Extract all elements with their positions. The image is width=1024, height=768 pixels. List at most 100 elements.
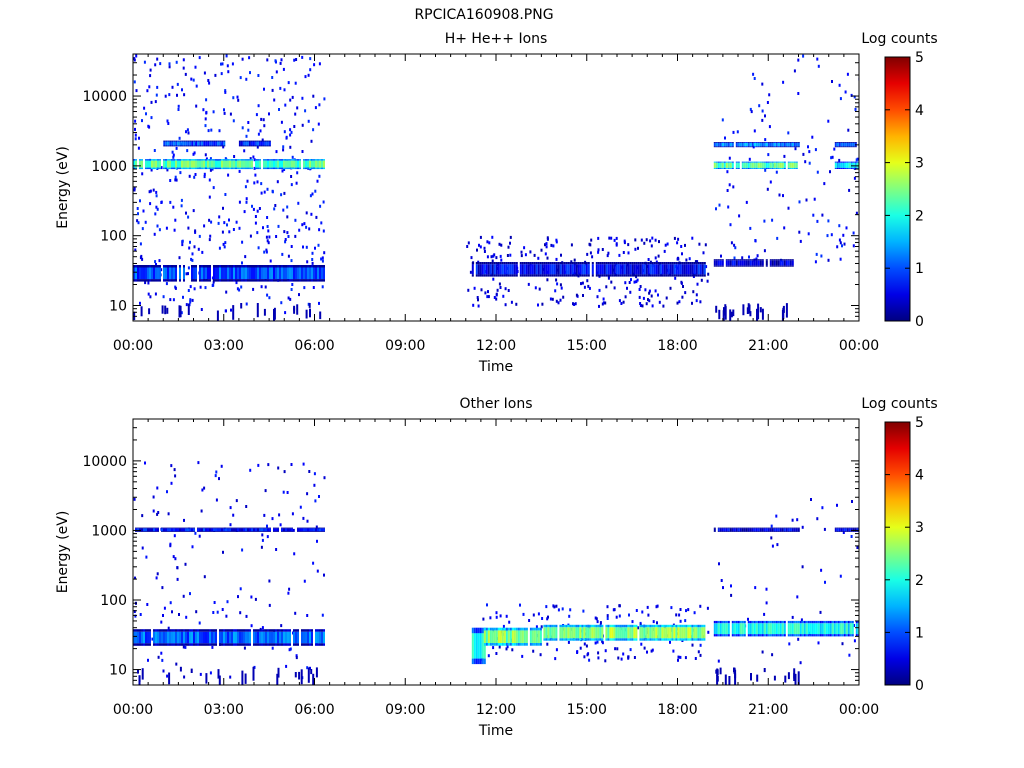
data-pixel <box>654 256 657 260</box>
data-cell <box>523 264 526 275</box>
data-cell <box>551 274 554 277</box>
data-cell <box>739 623 742 635</box>
data-cell <box>259 631 261 644</box>
data-pixel <box>783 226 786 230</box>
data-cell <box>611 624 614 628</box>
data-cell <box>593 627 596 639</box>
data-cell <box>775 634 778 637</box>
data-cell <box>223 279 225 282</box>
data-pixel <box>233 155 236 158</box>
data-pixel <box>596 620 599 624</box>
data-cell <box>675 627 678 639</box>
data-pixel <box>676 301 679 305</box>
data-cell <box>591 638 594 641</box>
data-pixel <box>207 79 210 82</box>
data-cell <box>795 531 798 532</box>
data-cell <box>257 167 259 170</box>
data-cell <box>773 623 776 635</box>
data-cell <box>145 167 147 170</box>
data-pixel <box>522 612 525 616</box>
data-cell <box>721 259 724 261</box>
data-cell <box>741 620 744 624</box>
data-cell <box>171 167 173 170</box>
data-cell <box>289 167 291 170</box>
data-pixel <box>312 561 315 565</box>
data-cell <box>197 531 199 532</box>
data-pixel <box>500 258 503 262</box>
data-pixel <box>606 614 609 618</box>
data-cell <box>840 167 843 169</box>
data-pixel <box>684 243 686 247</box>
data-pixel <box>573 303 576 306</box>
data-pixel <box>187 272 189 276</box>
data-cell <box>581 274 584 277</box>
data-cell <box>549 624 552 628</box>
data-pixel <box>487 290 489 294</box>
data-cell <box>251 160 253 168</box>
data-cell <box>850 142 853 147</box>
data-cell <box>503 630 506 643</box>
data-pixel <box>266 239 269 243</box>
data-cell <box>241 265 243 268</box>
data-cell <box>793 146 796 148</box>
data-cell <box>271 159 273 161</box>
data-pixel <box>670 606 673 610</box>
data-cell <box>169 531 171 532</box>
data-cell <box>685 624 688 628</box>
data-cell <box>217 265 219 268</box>
data-cell <box>133 159 135 161</box>
data-cell <box>805 620 808 624</box>
data-pixel <box>303 222 306 226</box>
data-cell <box>729 162 732 168</box>
data-cell <box>579 624 582 628</box>
data-cell <box>151 527 153 529</box>
data-cell <box>173 527 175 529</box>
data-cell <box>848 142 851 147</box>
data-cell <box>539 274 542 277</box>
data-cell <box>844 142 847 143</box>
data-cell <box>211 160 213 168</box>
data-cell <box>285 267 287 280</box>
data-cell <box>844 162 847 168</box>
data-cell <box>805 634 808 637</box>
data-pixel <box>496 288 499 292</box>
data-pixel <box>199 285 202 289</box>
data-cell <box>651 262 654 265</box>
data-cell <box>844 528 847 532</box>
data-cell <box>787 162 790 168</box>
data-cell <box>751 146 754 148</box>
data-cell <box>191 643 193 646</box>
data-cell <box>161 527 163 529</box>
data-pixel <box>318 62 321 66</box>
data-cell <box>779 634 782 637</box>
data-cell <box>317 631 319 644</box>
data-pixel <box>506 645 509 649</box>
data-pixel <box>547 615 549 619</box>
data-cell <box>183 629 185 632</box>
data-pixel <box>279 523 282 527</box>
data-cell <box>257 631 259 644</box>
data-cell <box>775 142 778 147</box>
data-pixel <box>135 54 138 58</box>
data-cell <box>175 643 177 646</box>
data-pixel <box>827 219 830 223</box>
data-cell <box>807 634 810 637</box>
data-pixel <box>296 171 299 175</box>
data-pixel <box>498 645 501 649</box>
data-cell <box>248 145 251 147</box>
data-cell <box>813 620 816 624</box>
data-cell <box>233 629 235 632</box>
data-pixel <box>612 608 615 612</box>
data-cell <box>171 531 173 532</box>
data-cell <box>655 624 658 628</box>
data-pixel <box>180 204 183 208</box>
data-cell <box>777 623 780 635</box>
data-pixel <box>827 119 830 123</box>
data-cell <box>827 620 830 624</box>
data-pixel <box>595 617 598 621</box>
data-cell <box>221 629 223 632</box>
data-pixel <box>221 608 224 611</box>
data-cell <box>589 624 592 628</box>
data-pixel <box>201 250 204 254</box>
data-pixel <box>833 147 836 151</box>
